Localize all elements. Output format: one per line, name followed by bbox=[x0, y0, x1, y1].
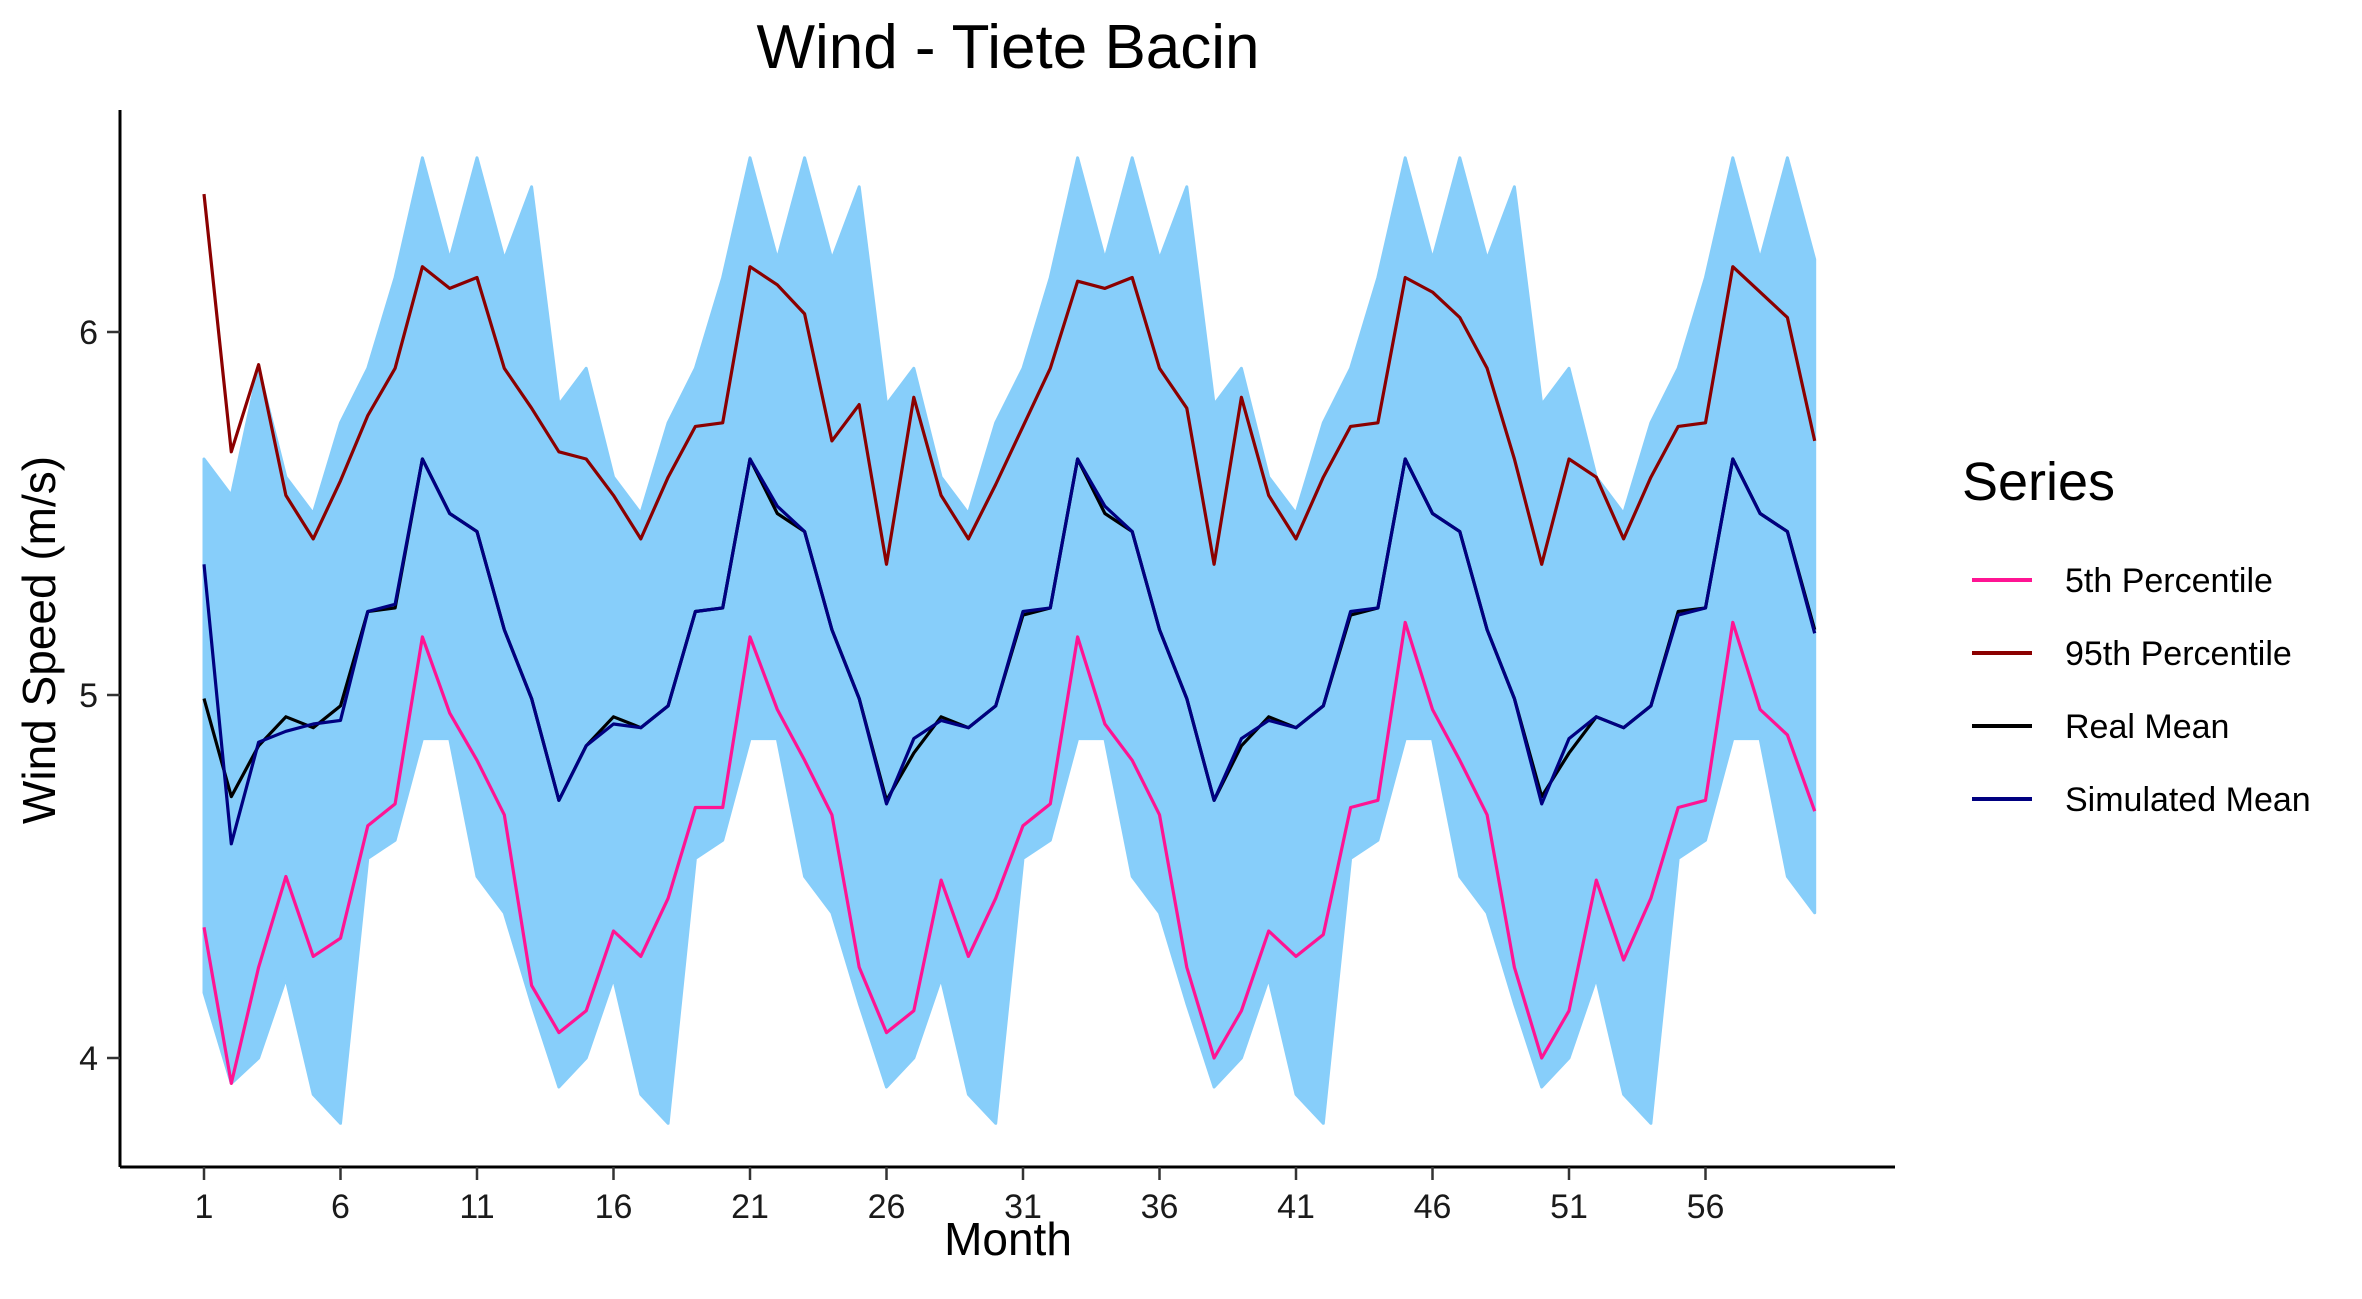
x-tick-label: 11 bbox=[459, 1188, 494, 1226]
y-axis-title: Wind Speed (m/s) bbox=[13, 456, 65, 824]
x-axis-ticks: 1 6 11 16 21 26 31 36 41 46 51 56 bbox=[195, 1167, 1725, 1226]
legend-label: Real Mean bbox=[2065, 708, 2229, 746]
simulation-envelope bbox=[202, 156, 1817, 1125]
x-tick-label: 16 bbox=[595, 1188, 633, 1226]
legend-title: Series bbox=[1962, 452, 2115, 512]
x-tick-label: 51 bbox=[1550, 1188, 1588, 1226]
x-tick-label: 21 bbox=[731, 1188, 769, 1226]
series-lines bbox=[202, 193, 1817, 1086]
legend-label: Simulated Mean bbox=[2065, 781, 2311, 819]
y-axis-ticks: 4 5 6 bbox=[79, 314, 120, 1078]
y-tick-label: 6 bbox=[79, 314, 98, 352]
series-line-5th-percentile bbox=[202, 620, 1817, 1086]
chart-title: Wind - Tiete Bacin bbox=[756, 13, 1259, 82]
x-tick-label: 56 bbox=[1687, 1188, 1725, 1226]
y-tick-label: 4 bbox=[79, 1040, 98, 1078]
x-tick-label: 1 bbox=[195, 1188, 214, 1226]
x-tick-label: 41 bbox=[1277, 1188, 1315, 1226]
x-tick-label: 36 bbox=[1141, 1188, 1179, 1226]
x-tick-label: 46 bbox=[1414, 1188, 1452, 1226]
series-line-simulated-mean bbox=[202, 457, 1817, 846]
legend-label: 95th Percentile bbox=[2065, 635, 2292, 673]
legend: Series 5th Percentile 95th Percentile Real… bbox=[1962, 452, 2311, 819]
x-tick-label: 31 bbox=[1004, 1188, 1042, 1226]
x-tick-label: 26 bbox=[868, 1188, 906, 1226]
x-axis-title: Month bbox=[944, 1213, 1072, 1265]
x-tick-label: 6 bbox=[331, 1188, 350, 1226]
legend-label: 5th Percentile bbox=[2065, 562, 2273, 600]
simulation-band bbox=[202, 156, 1817, 1125]
y-tick-label: 5 bbox=[79, 677, 98, 715]
series-line-95th-percentile bbox=[202, 193, 1817, 566]
